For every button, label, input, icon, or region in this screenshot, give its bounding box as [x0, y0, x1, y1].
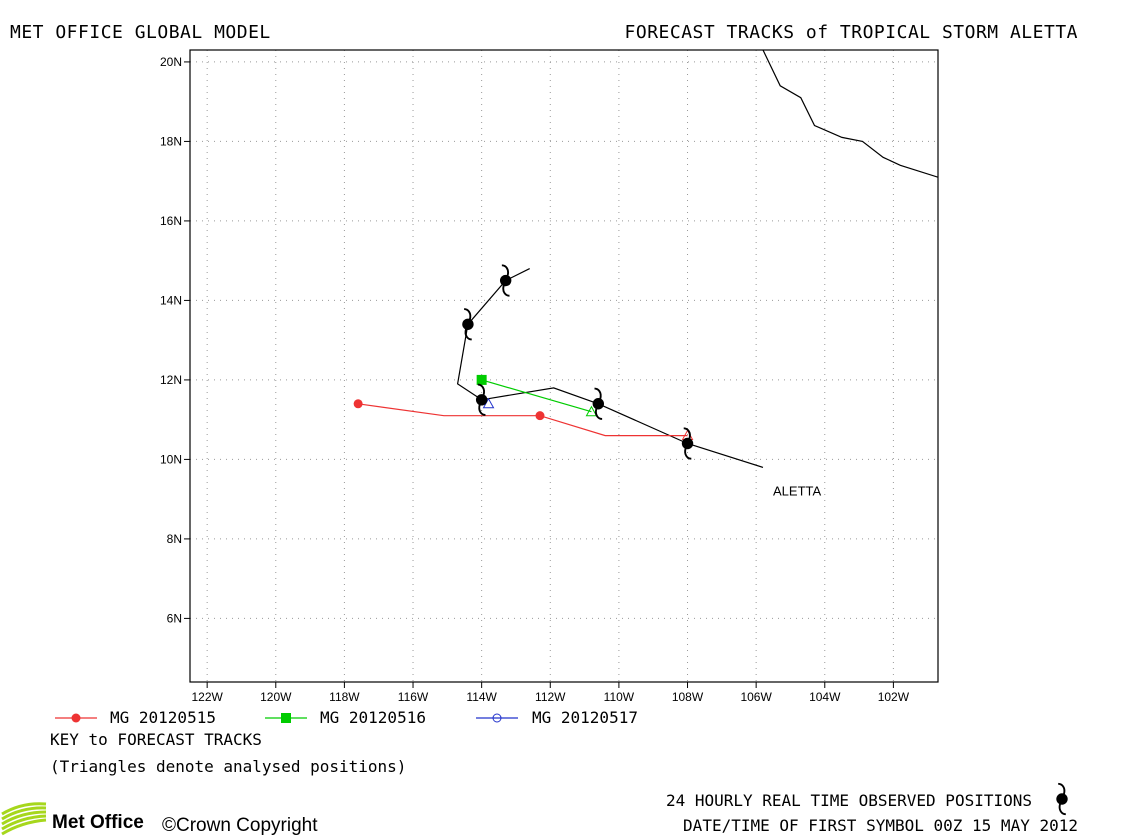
- hurricane-symbol-icon-core: [1056, 793, 1068, 805]
- hurricane-symbol-icon: [592, 387, 605, 420]
- x-tick-label: 110W: [604, 690, 635, 704]
- map-frame: [189, 49, 939, 683]
- forecast-track: [476, 374, 598, 417]
- legend-marker: [281, 713, 291, 723]
- observed-positions: [462, 264, 694, 460]
- forecast-point: [353, 399, 363, 409]
- hurricane-symbol-icon: [475, 383, 488, 416]
- y-tick-label: 16N: [160, 214, 182, 228]
- hurricane-symbol-icon-arm: [464, 308, 472, 320]
- logo-stripe: [1, 806, 47, 821]
- logo-stripe: [1, 818, 47, 836]
- observed-positions-label: 24 HOURLY REAL TIME OBSERVED POSITIONS: [665, 791, 1032, 810]
- hurricane-symbol-icon-arm: [464, 328, 472, 341]
- x-tick-label: 104W: [809, 690, 841, 704]
- storm-name-label: ALETTA: [773, 483, 821, 498]
- x-tick-label: 116W: [398, 690, 429, 704]
- hurricane-symbol-icon-arm: [683, 427, 691, 440]
- axis-ticks: 122W 120W 118W 116W 114W 112W 110W 108W 106W 104W…: [160, 55, 910, 704]
- hurricane-symbol-icon-arm: [684, 447, 692, 460]
- met-office-logo-icon: [1, 802, 47, 836]
- logo-stripe: [1, 810, 47, 826]
- hurricane-symbol-icon-arm: [594, 387, 602, 400]
- y-tick-label: 12N: [160, 373, 182, 387]
- x-tick-label: 108W: [672, 690, 704, 704]
- hurricane-symbol-icon-arm: [595, 408, 603, 420]
- x-tick-label: 102W: [878, 690, 910, 704]
- legend-markers: [55, 713, 518, 723]
- hurricane-symbol-icon-core: [681, 437, 694, 450]
- y-tick-label: 18N: [160, 134, 182, 148]
- y-tick-label: 10N: [160, 452, 182, 466]
- y-tick-label: 20N: [160, 55, 182, 69]
- x-tick-label: 114W: [466, 690, 497, 704]
- forecast-track-line: [358, 403, 688, 437]
- x-tick-label: 122W: [191, 690, 223, 704]
- forecast-point: [535, 411, 545, 421]
- key-note: (Triangles denote analysed positions): [50, 757, 407, 776]
- logo-stripe: [1, 814, 47, 831]
- hurricane-symbol-icon-arm: [501, 264, 509, 277]
- hurricane-symbol-icon: [1056, 782, 1068, 816]
- met-office-logo-text: Met Office: [52, 812, 144, 833]
- forecast-tracks: [353, 374, 694, 441]
- hurricane-symbol-icon-core: [592, 398, 605, 410]
- header-right-title: FORECAST TRACKS of TROPICAL STORM ALETTA: [624, 22, 1078, 43]
- forecast-track: [353, 399, 694, 441]
- hurricane-symbol-icon-core: [475, 394, 488, 406]
- legend-marker: [71, 713, 81, 723]
- y-tick-label: 8N: [167, 532, 182, 546]
- logo-stripe: [1, 802, 47, 816]
- x-tick-label: 106W: [740, 690, 772, 704]
- analysed-position-triangle: [585, 405, 598, 417]
- map-grid: [190, 50, 938, 682]
- hurricane-symbol-icon: [681, 427, 694, 460]
- hurricane-symbol-icon-core: [499, 274, 512, 287]
- legend-item-label: MG 20120516: [320, 708, 426, 727]
- x-tick-label: 112W: [535, 690, 566, 704]
- legend-marker: [492, 713, 502, 723]
- observed-track-line: [456, 268, 764, 468]
- hurricane-symbol-icon-arm: [1058, 782, 1066, 795]
- first-symbol-date-label: DATE/TIME OF FIRST SYMBOL 00Z 15 MAY 201…: [683, 816, 1078, 835]
- y-tick-label: 6N: [167, 611, 182, 625]
- hurricane-symbol-icon: [462, 308, 474, 341]
- hurricane-symbol-icon-arm: [477, 383, 485, 396]
- hurricane-symbol-icon-core: [462, 318, 474, 330]
- hurricane-symbol-icon-arm: [502, 285, 510, 297]
- forecast-track-line: [481, 379, 592, 413]
- hurricane-symbol-icon: [1056, 782, 1068, 816]
- y-tick-label: 14N: [160, 293, 182, 307]
- x-tick-label: 118W: [329, 690, 360, 704]
- key-title: KEY to FORECAST TRACKS: [50, 730, 262, 749]
- hurricane-symbol-icon-arm: [1058, 803, 1066, 816]
- header-left-title: MET OFFICE GLOBAL MODEL: [10, 22, 271, 43]
- coastline: [762, 50, 938, 178]
- forecast-point: [476, 374, 487, 385]
- legend-item-label: MG 20120517: [532, 708, 638, 727]
- hurricane-symbol-icon-arm: [478, 404, 486, 416]
- legend-item-label: MG 20120515: [110, 708, 216, 727]
- copyright-text: ©Crown Copyright: [162, 815, 318, 836]
- x-tick-label: 120W: [260, 690, 292, 704]
- hurricane-symbol-icon: [499, 264, 512, 297]
